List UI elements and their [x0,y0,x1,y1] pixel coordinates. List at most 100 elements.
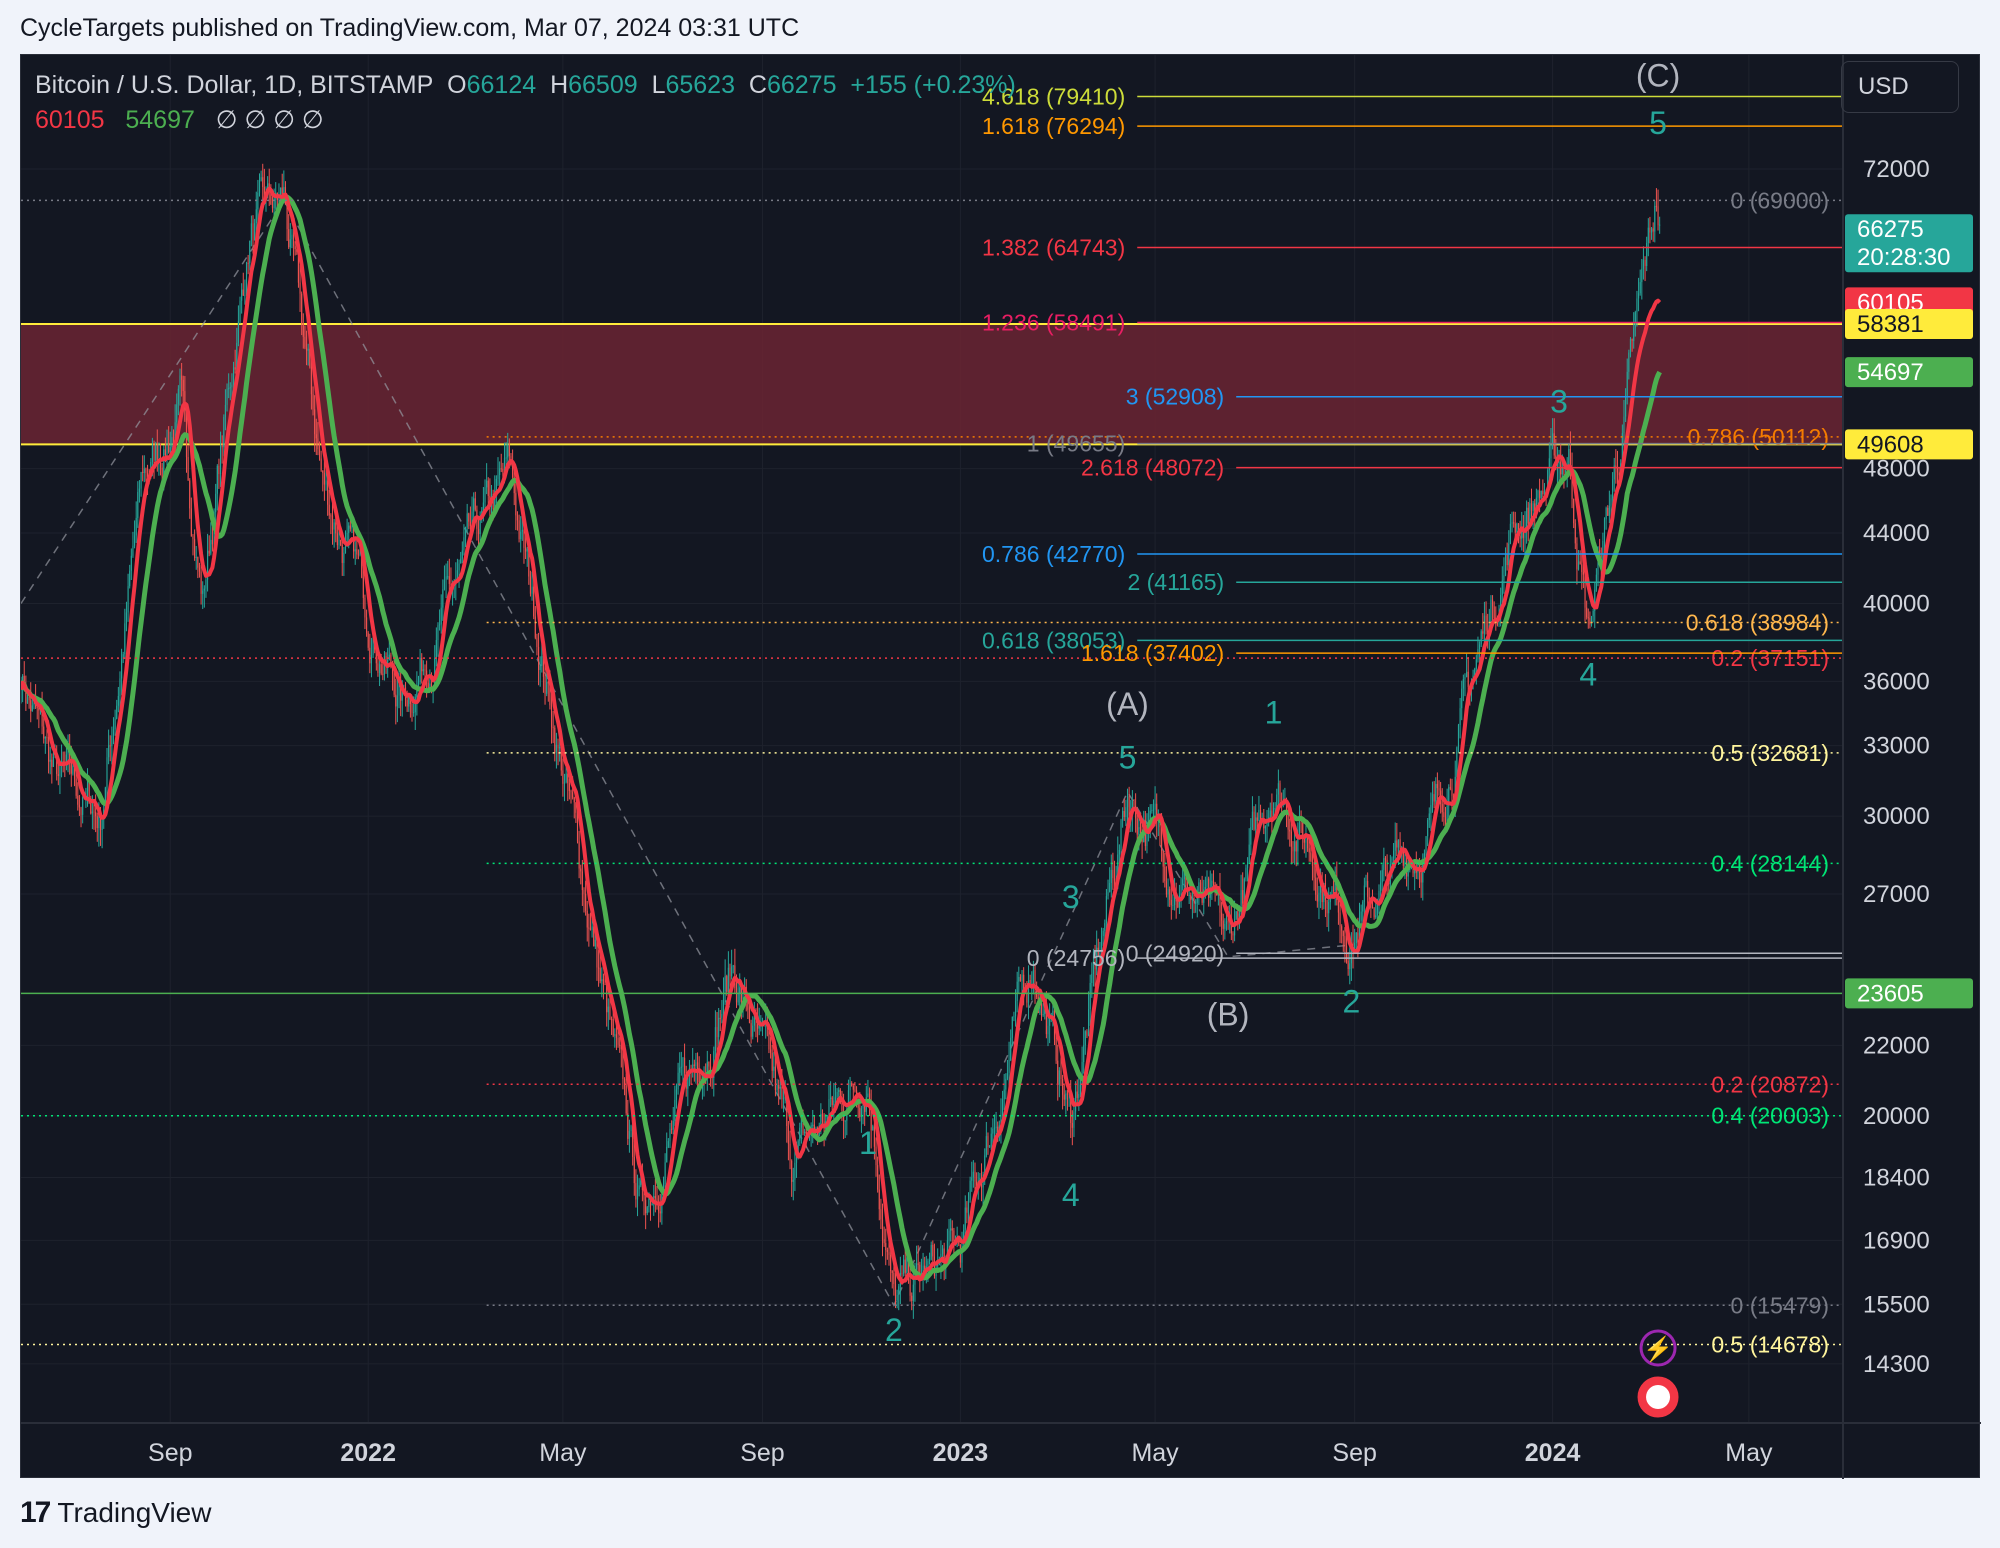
candle-body [114,718,116,730]
candle-body [791,1160,793,1182]
chart-panel[interactable]: 4.618 (79410) 1.618 (76294) 0 (69000) 1.382… [20,54,1981,1479]
candle-body [1039,1004,1041,1013]
candle-body [690,1068,692,1070]
candle-body [1277,783,1279,795]
brand-name[interactable]: TradingView [57,1497,212,1528]
candle-body [497,475,499,479]
candle-body [1055,1039,1057,1061]
candle-body [364,597,366,618]
candle-body [636,1189,639,1200]
candle-body [804,1131,806,1134]
candle-body [575,802,577,813]
candle-body [328,504,330,516]
candle-body [769,1049,772,1053]
candle-body [208,550,210,554]
axes: 72000 48000 44000 40000 36000 33000 30000 27000… [21,55,1981,1479]
candle-body [198,567,201,572]
fib-label: 1 (49655) [1027,431,1125,457]
candle-body [693,1064,695,1066]
candle-body [1412,865,1414,874]
candle-body [515,493,517,516]
candle-body [443,579,446,590]
time-tick-label: May [1725,1439,1773,1467]
candle-body [1235,911,1237,919]
candle-body [844,1120,846,1122]
candle-body [555,744,557,753]
price-chart[interactable]: 4.618 (79410) 1.618 (76294) 0 (69000) 1.382… [21,55,1981,1479]
candle-body [940,1253,942,1261]
candle-body [1264,826,1266,829]
candle-body [628,1131,630,1139]
candle-body [1177,901,1179,908]
candle-body [151,445,153,462]
candle-body [1363,885,1365,902]
wave-label: 3 [1062,879,1080,915]
candle-body [57,773,59,777]
candle-body [950,1228,952,1231]
candle-body [48,736,50,762]
candle-body [142,471,144,473]
candle-body [674,1100,676,1121]
candle-body [471,511,473,526]
candle-body [1373,907,1375,918]
candle-body [486,480,488,488]
candle-body [776,1084,778,1091]
candle-body [77,795,79,805]
candle-body [1639,282,1641,294]
candle-body [563,782,566,784]
candle-body [1173,894,1176,905]
candle-body [391,665,394,674]
candle-body [464,527,467,538]
candle-body [941,1248,944,1254]
candle-body [927,1260,929,1267]
candle-body [1394,840,1396,851]
candle-body [963,1229,965,1241]
candle-body [732,965,734,967]
candle-body [512,461,514,478]
candle-body [1594,589,1596,611]
candle-body [1529,503,1531,524]
candle-body [852,1085,854,1090]
candle-body [168,444,170,453]
candle-body [1362,901,1364,912]
candle-body [302,323,304,337]
currency-button[interactable]: USD [1841,61,1959,113]
candle-body [1586,607,1588,618]
candle-body [570,791,572,793]
time-tick-label: Sep [1332,1439,1376,1467]
candle-body [1110,869,1112,883]
candle-body [99,811,102,830]
indicator-values: 60105 54697 ∅ ∅ ∅ ∅ [35,105,324,135]
candle-body [242,289,244,296]
candle-body [1225,921,1228,925]
candle-body [1443,812,1445,818]
candle-body [153,445,155,461]
candle-body [1548,458,1550,471]
candle-body [1650,228,1653,233]
candle-body [1102,930,1104,937]
candle-body [304,336,306,348]
candle-body [1042,1013,1044,1016]
candle-body [1378,890,1380,900]
candle-body [625,1085,627,1114]
candle-body [578,841,580,869]
candle-body [1123,811,1125,817]
candle-body [1044,1009,1046,1014]
candle-body [1321,884,1323,903]
candle-body [82,797,84,815]
candle-body [1139,827,1142,829]
candle-body [912,1284,914,1301]
candle-body [958,1240,960,1245]
candle-body [1457,725,1460,748]
candle-body [815,1127,817,1130]
candle-body [547,682,549,684]
candle-body [1161,827,1163,852]
high-value: 66509 [568,71,638,99]
lightning-icon [1639,1329,1677,1367]
price-tick-label: 72000 [1863,156,1930,183]
candle-body [390,654,392,666]
fib-label: 0.618 (38984) [1686,609,1829,635]
candle-body [297,251,300,283]
candle-body [80,807,82,815]
candle-body [1605,508,1607,520]
